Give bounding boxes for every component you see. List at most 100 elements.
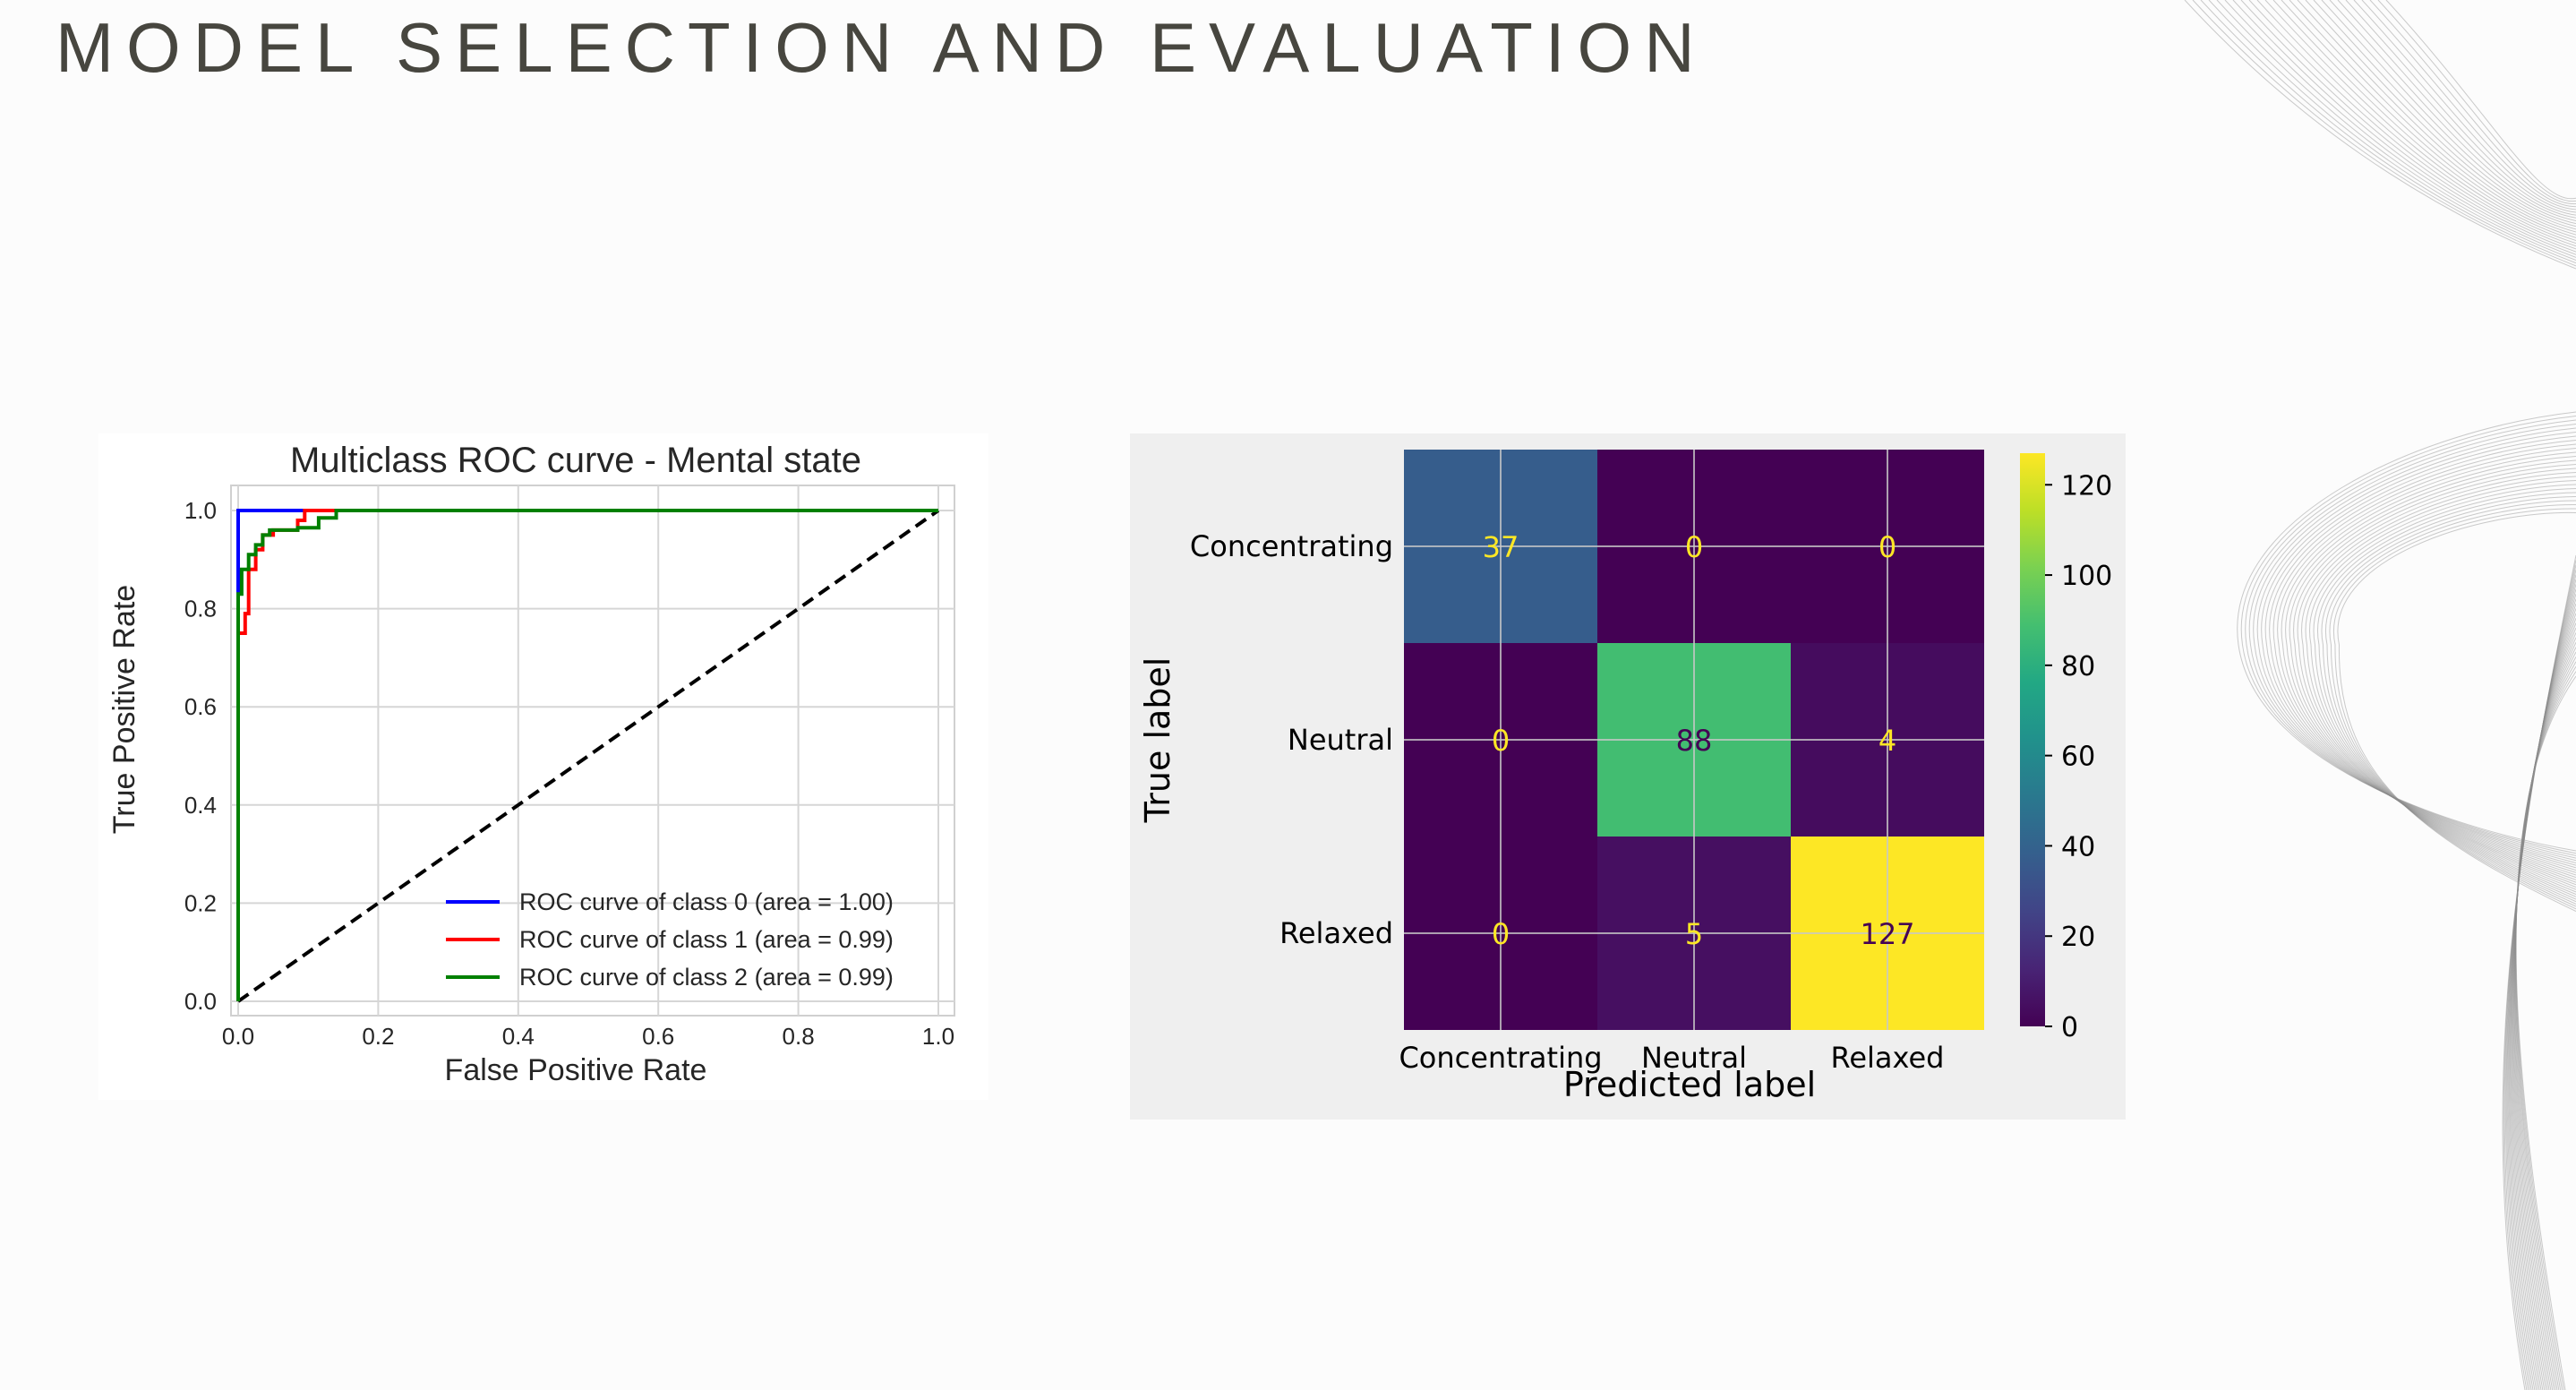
wave-line-bottom [2515, 665, 2576, 1390]
wave-line-top [2385, 0, 2576, 200]
wave-line-top [2200, 0, 2576, 264]
wave-line-top [2353, 0, 2576, 210]
cm-colorbar-tick-label: 100 [2061, 561, 2112, 592]
wave-line-middle [2313, 488, 2576, 897]
wave-line-top [2297, 0, 2576, 230]
wave-line-middle [2248, 424, 2576, 859]
cm-colorbar-tick-label: 120 [2061, 470, 2112, 502]
wave-line-bottom [2514, 647, 2576, 1390]
cm-cell-value: 37 [1483, 530, 1519, 564]
wave-line-top [2369, 0, 2576, 205]
roc-y-tick-label: 0.2 [184, 889, 217, 916]
wave-line-top [2248, 0, 2576, 247]
roc-y-tick-label: 0.4 [184, 792, 217, 819]
wave-line-bottom [2505, 574, 2576, 1390]
legend-label-class-2: ROC curve of class 2 (area = 0.99) [519, 964, 894, 991]
wave-line-top [2313, 0, 2576, 225]
wave-line-middle [2281, 456, 2576, 879]
roc-chart: Multiclass ROC curve - Mental state Fals… [107, 441, 955, 1087]
wave-line-bottom [2509, 598, 2576, 1390]
cm-y-axis-label: True label [1138, 657, 1177, 824]
roc-chance-diagonal [236, 509, 940, 1003]
wave-line-top [2184, 0, 2576, 270]
wave-line-bottom [2513, 641, 2576, 1390]
roc-curve-class-2 [236, 509, 938, 1001]
cm-cell-value: 0 [1685, 530, 1703, 564]
roc-x-tick-label: 0.4 [502, 1023, 535, 1050]
wave-line-middle [2301, 476, 2576, 890]
wave-line-middle [2297, 472, 2576, 888]
wave-line-top [2224, 0, 2576, 255]
wave-line-middle [2332, 508, 2576, 910]
roc-legend: ROC curve of class 0 (area = 1.00) ROC cu… [446, 888, 894, 991]
wave-line-top [2216, 0, 2576, 258]
wave-line-bottom [2509, 594, 2576, 1390]
wave-line-middle [2277, 451, 2576, 876]
wave-line-bottom [2510, 603, 2576, 1390]
wave-line-bottom [2515, 675, 2576, 1390]
roc-x-tick-label: 0.8 [783, 1023, 815, 1050]
cm-x-tick-label: Concentrating [1399, 1041, 1602, 1075]
roc-chart-panel: Multiclass ROC curve - Mental state Fals… [98, 433, 988, 1100]
roc-plot-frame [230, 485, 955, 1017]
cm-y-tick-label: Concentrating [1190, 529, 1393, 563]
wave-line-bottom [2513, 632, 2576, 1390]
wave-line-bottom [2511, 608, 2576, 1390]
legend-label-class-1: ROC curve of class 1 (area = 0.99) [519, 926, 894, 953]
cm-cell-value: 127 [1860, 917, 1914, 951]
wave-line-bottom [2508, 588, 2576, 1390]
wave-line-bottom [2507, 584, 2576, 1390]
cm-colorbar-tick-label: 60 [2061, 742, 2095, 773]
wave-line-bottom [2504, 570, 2576, 1390]
cm-cell-value: 0 [1492, 917, 1510, 951]
wave-line-middle [2321, 496, 2576, 903]
wave-line-middle [2272, 448, 2576, 873]
cm-cell-value: 0 [1879, 530, 1896, 564]
cm-matrix: 37 0 0 0 88 4 0 5 127 [1404, 450, 1984, 1030]
wave-line-bottom [2512, 613, 2576, 1390]
roc-y-tick-label: 0.0 [184, 988, 217, 1015]
roc-y-tick-label: 1.0 [184, 497, 217, 524]
wave-line-top [2337, 0, 2576, 216]
legend-label-class-0: ROC curve of class 0 (area = 1.00) [519, 888, 894, 915]
wave-line-middle [2324, 500, 2576, 905]
wave-line-middle [2253, 427, 2576, 862]
wave-line-top [2232, 0, 2576, 253]
cm-y-tick-label: Neutral [1288, 723, 1393, 757]
wave-line-top [2192, 0, 2576, 267]
roc-y-axis-label: True Positive Rate [107, 585, 141, 834]
wave-line-middle [2256, 432, 2576, 863]
wave-line-top [2345, 0, 2576, 213]
wave-line-middle [2337, 511, 2576, 912]
wave-line-middle [2261, 435, 2576, 866]
wave-line-middle [2329, 503, 2576, 907]
cm-colorbar-tick-label: 40 [2061, 831, 2095, 862]
cm-cell-value: 88 [1676, 724, 1713, 758]
roc-y-tick-label: 0.8 [184, 596, 217, 622]
wave-line-top [2272, 0, 2576, 238]
confusion-matrix-chart: Predicted label True label 37 0 00 88 40 5 127… [1138, 450, 2112, 1104]
wave-line-bottom [2515, 661, 2576, 1390]
wave-line-bottom [2503, 564, 2576, 1390]
cm-x-tick-label: Neutral [1641, 1041, 1747, 1075]
wave-line-top [2208, 0, 2576, 262]
roc-y-tick-label: 0.6 [184, 693, 217, 720]
wave-line-middle [2305, 480, 2576, 893]
wave-line-middle [2309, 484, 2576, 896]
cm-colorbar-tick-label: 80 [2061, 651, 2095, 682]
roc-x-axis-label: False Positive Rate [445, 1053, 707, 1087]
wave-line-middle [2289, 464, 2576, 883]
cm-cell-value: 5 [1685, 917, 1703, 951]
wave-line-bottom [2512, 622, 2576, 1390]
wave-line-top [2377, 0, 2576, 202]
wave-line-top [2240, 0, 2576, 250]
cm-cell-value: 4 [1879, 724, 1896, 758]
wave-line-bottom [2515, 671, 2576, 1390]
wave-line-middle [2285, 459, 2576, 880]
cm-colorbar [2020, 453, 2045, 1026]
wave-line-top [2305, 0, 2576, 227]
roc-x-tick-label: 0.2 [362, 1023, 394, 1050]
slide-title: MODEL SELECTION AND EVALUATION [56, 8, 1707, 87]
cm-cell-value: 0 [1492, 724, 1510, 758]
wave-line-top [2361, 0, 2576, 208]
